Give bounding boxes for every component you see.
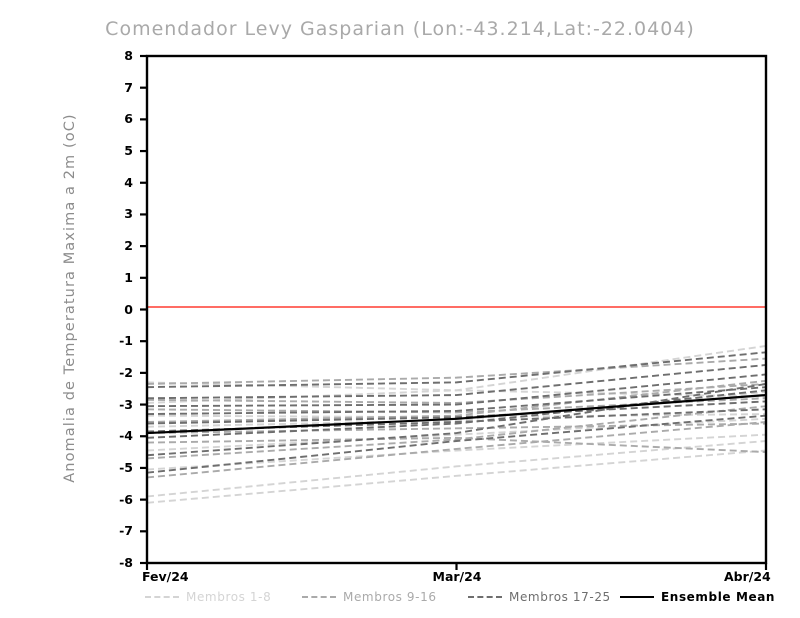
series-layer [146,344,767,504]
series-line [146,393,767,435]
y-tick-label: -1 [119,333,133,349]
series-line [146,417,767,452]
series-line [146,405,767,460]
y-tick-label: -6 [119,491,133,507]
legend-label: Membros 17-25 [509,590,611,604]
series-line [146,383,767,404]
legend-label: Membros 9-16 [343,590,437,604]
y-tick-label: -8 [119,555,133,570]
ticks-layer [140,54,768,570]
chart-title: Comendador Levy Gasparian (Lon:-43.214,L… [105,18,695,40]
y-tick-label: -4 [119,428,133,444]
legend-label: Ensemble Mean [661,590,776,604]
series-line [146,436,767,454]
series-line [146,383,767,457]
legend-line-sample [145,596,179,598]
legend-item[interactable]: Membros 9-16 [302,588,437,606]
y-tick-label: -2 [119,364,133,380]
series-line [146,379,767,423]
legend-line-sample [620,596,654,598]
y-tick-label: 5 [124,143,133,159]
y-tick-label: 4 [124,174,133,190]
y-tick-label: 2 [124,238,133,254]
series-line [146,364,767,400]
x-tick-label: Abr/24 [724,569,771,584]
series-line [146,390,767,428]
series-line [146,414,767,474]
y-tick-label: -5 [119,459,133,475]
legend-item[interactable]: Ensemble Mean [620,588,775,606]
series-line [146,422,767,435]
legend-label: Membros 1-8 [186,590,272,604]
series-line [146,357,767,385]
series-line [146,433,767,471]
series-line [146,397,767,414]
y-tick-label: 1 [124,269,133,285]
series-line [146,386,767,416]
legend-item[interactable]: Membros 17-25 [468,588,611,606]
x-tick-label: Mar/24 [432,569,482,584]
series-line [146,400,767,425]
x-tick-label: Fev/24 [142,569,189,584]
series-line [146,373,767,408]
legend-line-sample [302,596,336,598]
series-line [146,389,767,439]
y-tick-label: 7 [124,79,133,95]
series-line [146,449,767,504]
legend-line-sample [468,596,502,598]
series-line [146,421,767,479]
series-line [146,351,767,389]
y-tick-label: 3 [124,206,133,222]
y-tick-label: 0 [124,301,133,317]
series-line [146,440,767,498]
chart-legend: Membros 1-8 Membros 9-16 Membros 17-25 Ense… [0,588,800,608]
y-tick-label: -7 [119,523,133,539]
y-tick-label: 8 [124,48,133,63]
y-tick-label: 6 [124,111,133,127]
legend-item[interactable]: Membros 1-8 [145,588,271,606]
y-tick-label: -3 [119,396,133,412]
